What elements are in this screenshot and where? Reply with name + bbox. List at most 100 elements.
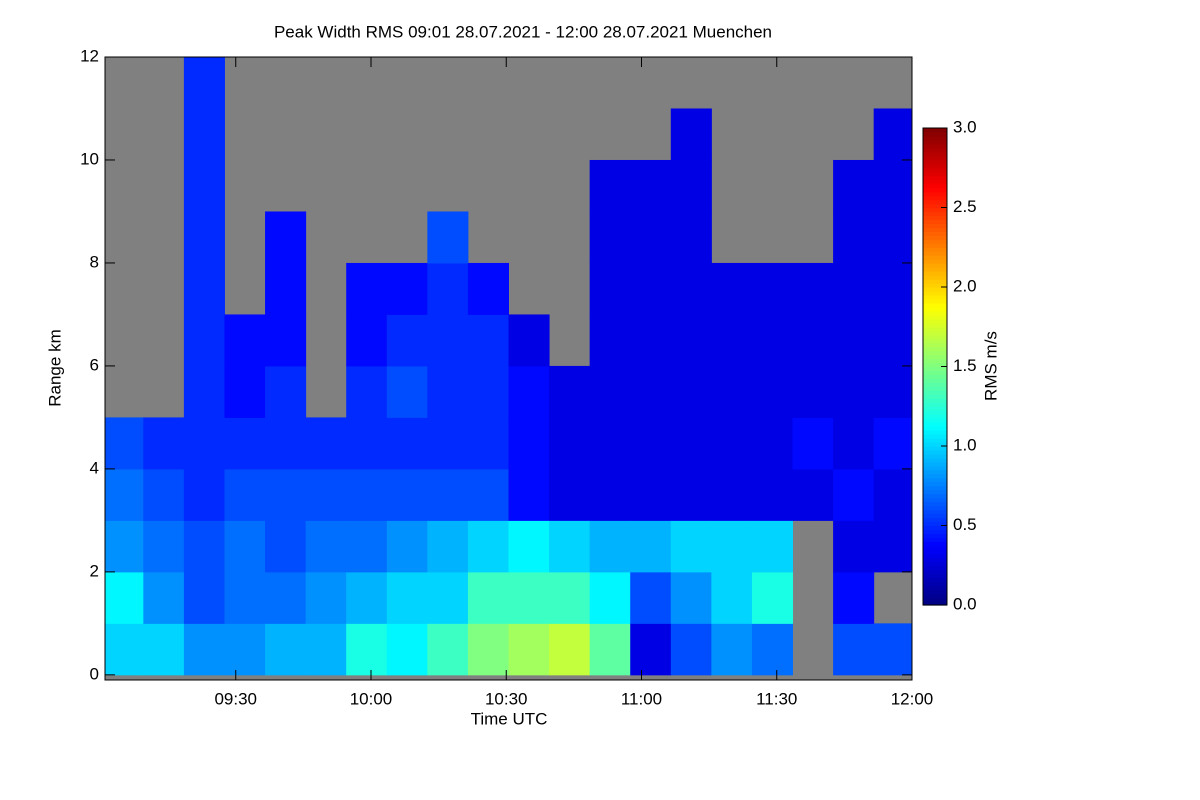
colorbar-swatch — [923, 318, 947, 324]
heat-cell — [386, 623, 428, 676]
heat-cell — [508, 417, 550, 470]
heat-cell — [711, 623, 753, 676]
heat-cell — [589, 571, 631, 624]
colorbar-swatch — [923, 525, 947, 531]
colorbar-swatch — [923, 215, 947, 221]
colorbar-swatch — [923, 477, 947, 483]
heat-cell — [751, 365, 794, 418]
colorbar-swatch — [923, 485, 947, 491]
heat-cell — [427, 417, 469, 470]
heat-cell — [508, 520, 550, 573]
colorbar-swatch — [923, 461, 947, 467]
colorbar-swatch — [923, 402, 947, 407]
colorbar-swatch — [923, 195, 947, 201]
heat-cell — [224, 623, 266, 676]
heat-cell — [224, 571, 266, 624]
colorbar-swatch — [923, 545, 947, 550]
heat-cell — [589, 262, 631, 315]
colorbar-swatch — [923, 290, 947, 296]
heat-cell — [792, 365, 834, 418]
colorbar-swatch — [923, 430, 947, 435]
heat-cell — [183, 211, 225, 264]
heat-cell — [467, 314, 509, 367]
heat-cell — [833, 365, 875, 418]
colorbar-swatch — [923, 362, 947, 368]
heat-cell — [305, 571, 347, 624]
heat-cell — [751, 623, 794, 676]
colorbar-tick-label: 3.0 — [953, 117, 977, 136]
heat-cell — [873, 211, 912, 264]
heat-cell — [670, 623, 712, 676]
colorbar-swatch — [923, 139, 947, 145]
heat-cell — [427, 314, 469, 367]
colorbar-swatch — [923, 473, 947, 479]
heat-cell — [549, 417, 591, 470]
x-tick-label: 10:00 — [350, 689, 393, 708]
heat-cell — [105, 571, 144, 624]
heat-cell — [751, 468, 794, 521]
heat-cell — [549, 365, 591, 418]
heat-cell — [346, 314, 388, 367]
colorbar-swatch — [923, 243, 947, 248]
heat-cell — [427, 623, 469, 676]
heat-cell — [467, 623, 509, 676]
heat-cell — [711, 314, 753, 367]
heat-cell — [143, 623, 185, 676]
colorbar-swatch — [923, 434, 947, 439]
heat-cell — [467, 520, 509, 573]
colorbar-swatch — [923, 330, 947, 336]
colorbar-swatch — [923, 386, 947, 391]
colorbar-swatch — [923, 151, 947, 157]
heat-cell — [792, 417, 834, 470]
heat-cell — [143, 468, 185, 521]
heat-cell — [183, 108, 225, 161]
heat-cell — [105, 520, 144, 573]
colorbar-swatch — [923, 334, 947, 340]
heat-cell — [670, 520, 712, 573]
heat-cell — [873, 417, 912, 470]
y-tick-label: 2 — [90, 561, 99, 580]
heat-cell — [346, 365, 388, 418]
heatmap — [105, 57, 912, 680]
heat-cell — [386, 468, 428, 521]
heat-cell — [105, 468, 144, 521]
heat-cell — [427, 365, 469, 418]
heat-cell — [427, 571, 469, 624]
colorbar-swatch — [923, 565, 947, 570]
heat-cell — [183, 417, 225, 470]
heat-cell — [670, 159, 712, 212]
heat-cell — [386, 417, 428, 470]
colorbar-swatch — [923, 517, 947, 523]
colorbar-swatch — [923, 187, 947, 193]
colorbar-tick-label: 2.5 — [953, 197, 977, 216]
colorbar-swatch — [923, 294, 947, 300]
colorbar-swatch — [923, 410, 947, 415]
heat-cell — [427, 262, 469, 315]
colorbar-swatch — [923, 589, 947, 594]
heat-cell — [833, 159, 875, 212]
colorbar-swatch — [923, 414, 947, 419]
colorbar-swatch — [923, 469, 947, 475]
y-tick-label: 6 — [90, 355, 99, 374]
x-tick-label: 09:30 — [214, 689, 257, 708]
heat-cell — [711, 417, 753, 470]
colorbar-swatch — [923, 426, 947, 431]
colorbar-swatch — [923, 191, 947, 197]
heat-cell — [589, 159, 631, 212]
heat-cell — [589, 211, 631, 264]
heat-cell — [833, 314, 875, 367]
x-tick-label: 12:00 — [891, 689, 934, 708]
heat-cell — [305, 520, 347, 573]
heat-cell — [670, 108, 712, 161]
colorbar-swatch — [923, 418, 947, 423]
heat-cell — [508, 365, 550, 418]
heat-cell — [346, 623, 388, 676]
heat-cell — [873, 108, 912, 161]
heat-cell — [873, 365, 912, 418]
colorbar-swatch — [923, 342, 947, 348]
colorbar-swatch — [923, 259, 947, 264]
heat-cell — [265, 262, 307, 315]
heat-cell — [630, 159, 672, 212]
colorbar-swatch — [923, 322, 947, 328]
y-tick-label: 4 — [90, 458, 99, 477]
